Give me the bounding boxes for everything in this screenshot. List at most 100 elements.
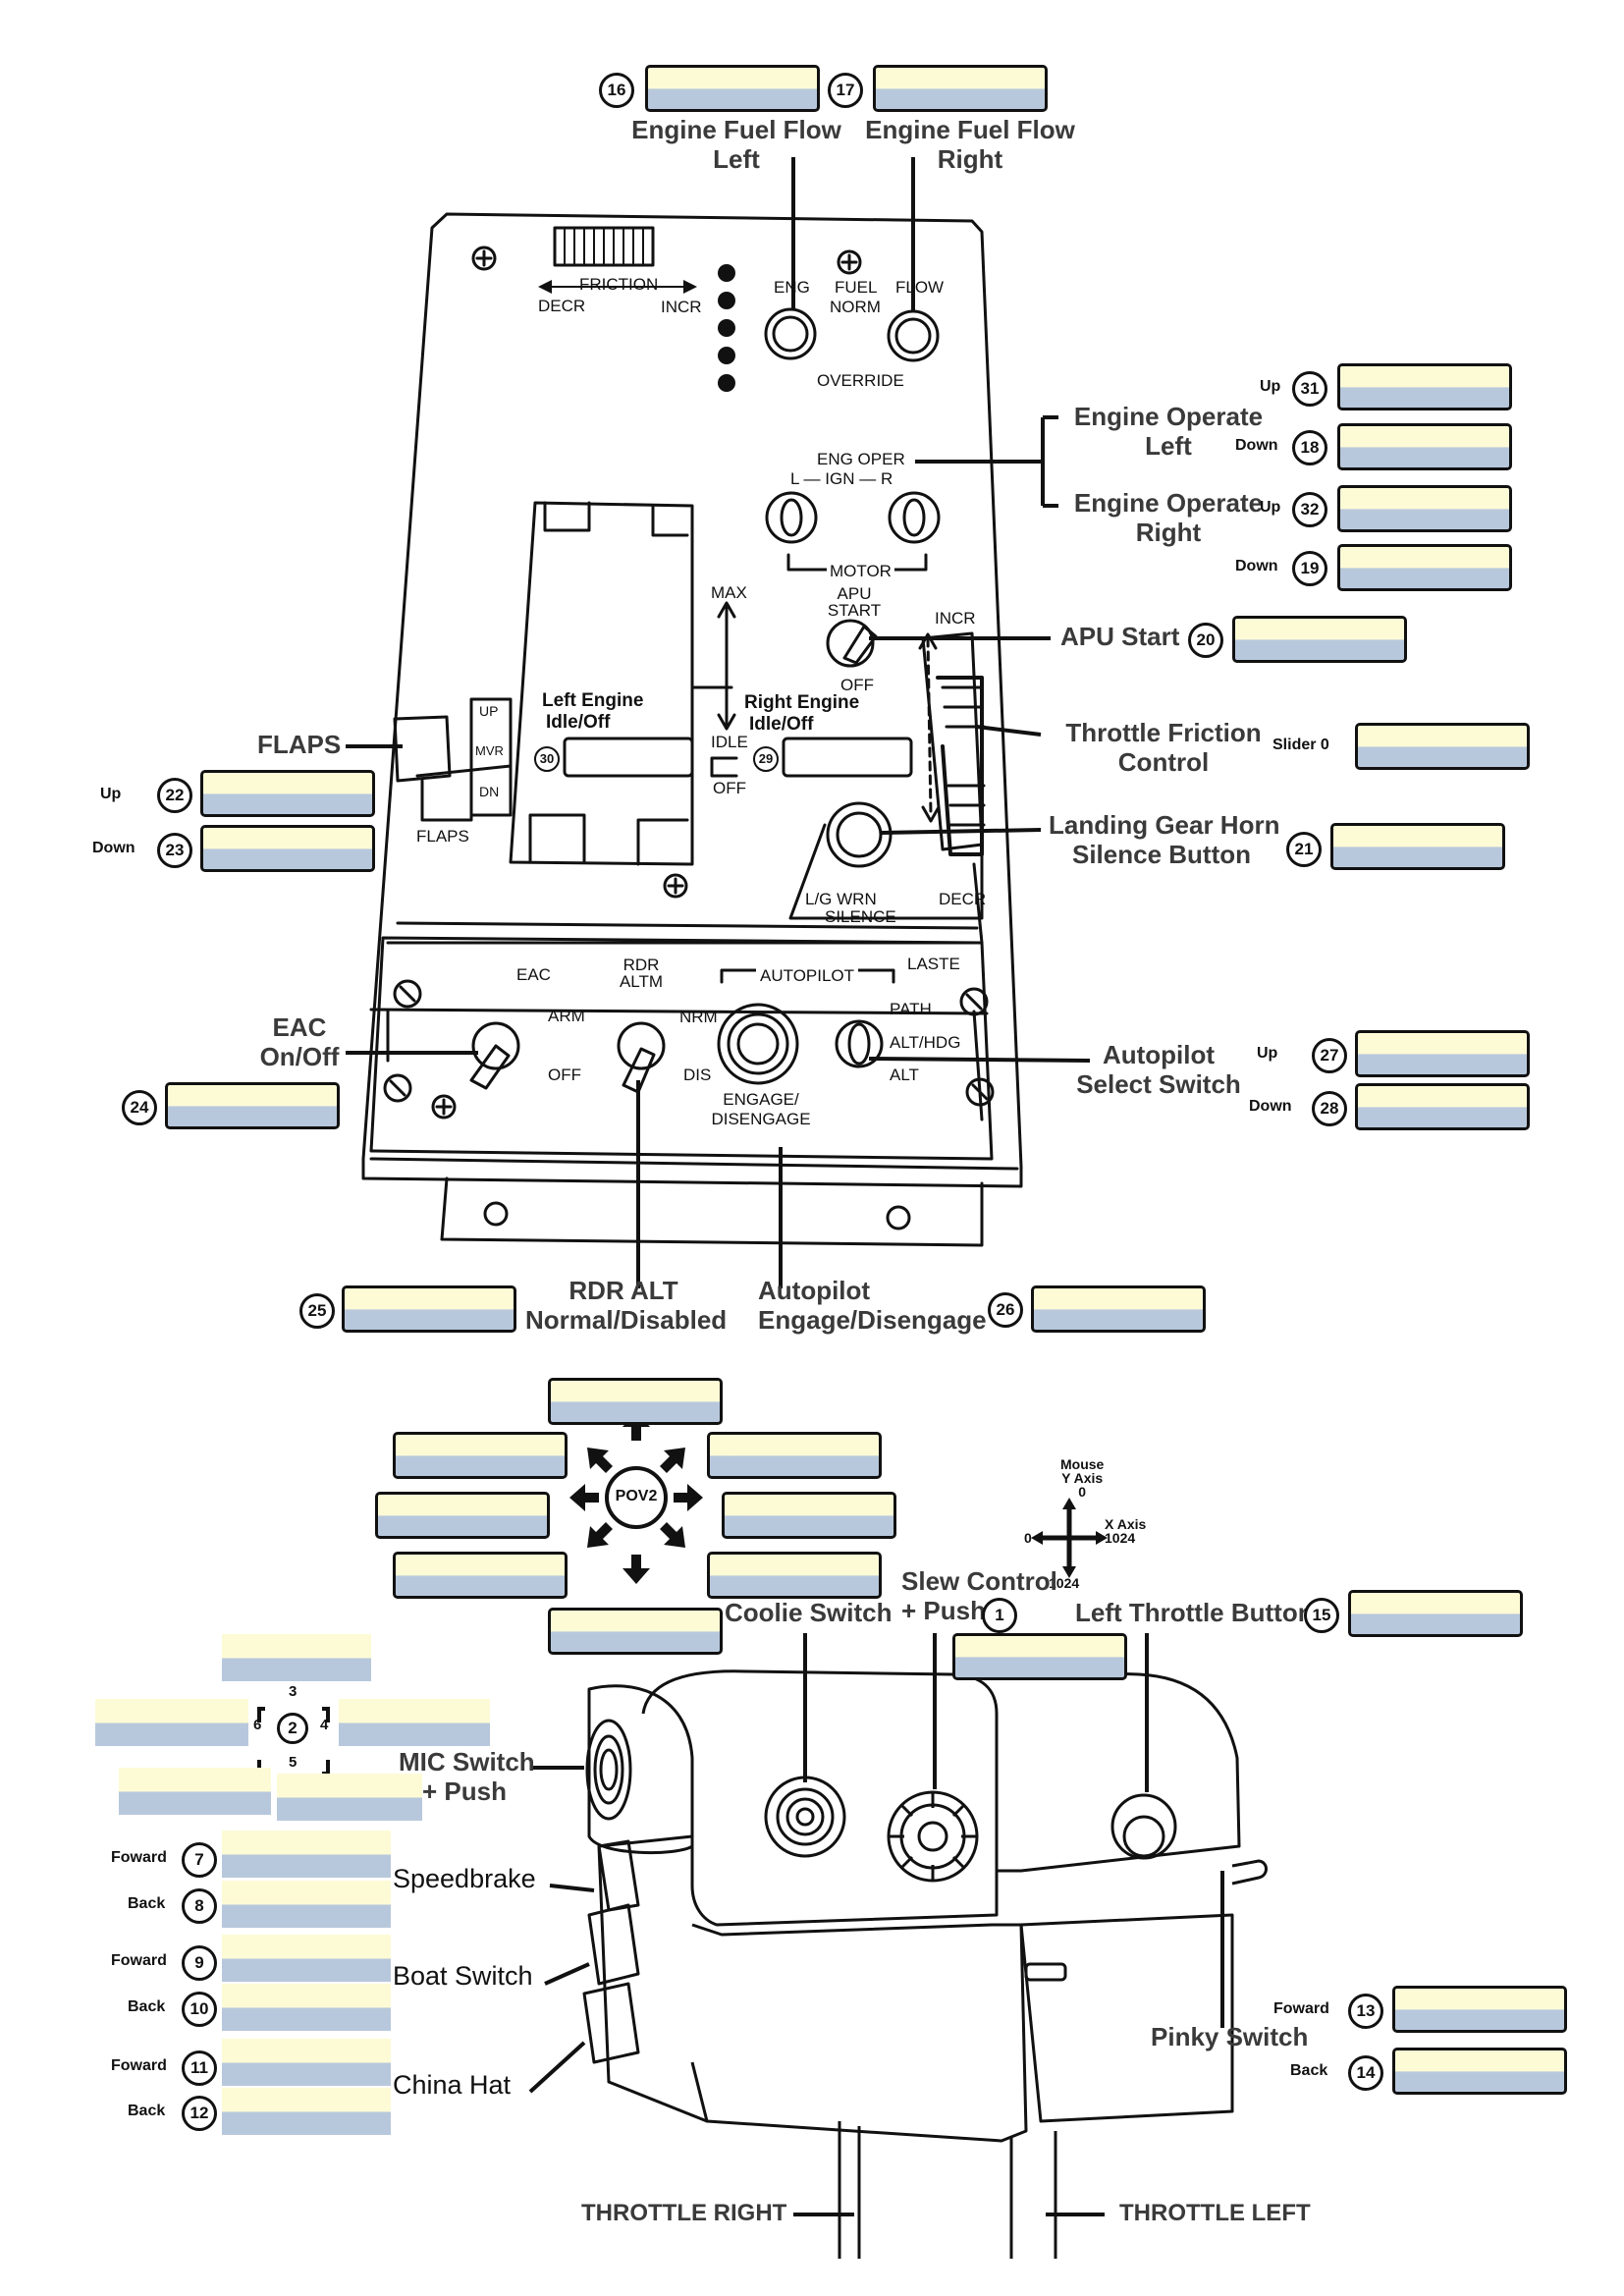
badge-12: 12: [182, 2096, 217, 2131]
panel-incr-right: INCR: [935, 609, 976, 628]
binding-slot-13[interactable]: [1392, 1986, 1567, 2033]
binding-slot-slider-0[interactable]: [1355, 723, 1530, 770]
badge-27: 27: [1312, 1038, 1347, 1073]
binding-slot-25[interactable]: [342, 1285, 516, 1333]
pov-slot-down[interactable]: [548, 1608, 723, 1655]
panel-off: OFF: [713, 779, 746, 797]
panel-incr: INCR: [661, 298, 702, 316]
label-boat-switch: Boat Switch: [393, 1961, 533, 1991]
label-slew-control: Slew Control + Push: [901, 1566, 1057, 1625]
badge-14: 14: [1348, 2055, 1383, 2091]
pov-slot-up-right[interactable]: [707, 1432, 882, 1479]
binding-slot-28[interactable]: [1355, 1083, 1530, 1130]
mic-hat-3: 3: [289, 1683, 298, 1700]
label-left-throttle-button: Left Throttle Button: [1075, 1598, 1314, 1627]
panel-motor: MOTOR: [827, 562, 894, 581]
binding-slot-27[interactable]: [1355, 1030, 1530, 1077]
badge-11: 11: [182, 2050, 217, 2086]
binding-slot-14[interactable]: [1392, 2048, 1567, 2095]
pov-slot-left[interactable]: [375, 1492, 550, 1539]
mic-slot-down[interactable]: [277, 1774, 422, 1821]
panel-eng: ENG: [774, 278, 810, 297]
binding-slot-18[interactable]: [1337, 423, 1512, 470]
panel-override: OVERRIDE: [817, 371, 904, 390]
label-apu-start: APU Start: [1060, 622, 1180, 651]
binding-slot-21[interactable]: [1330, 823, 1505, 870]
binding-slot-17[interactable]: [873, 65, 1048, 112]
binding-slot-32[interactable]: [1337, 485, 1512, 532]
dir-13: Foward: [1273, 2000, 1329, 2017]
mic-slot-left[interactable]: [95, 1699, 248, 1746]
pov-slot-up-left[interactable]: [393, 1432, 568, 1479]
panel-nrm: NRM: [679, 1008, 718, 1026]
binding-slot-26[interactable]: [1031, 1285, 1206, 1333]
binding-slot-9[interactable]: [222, 1935, 391, 1982]
binding-slot-12[interactable]: [222, 2088, 391, 2135]
binding-slot-8[interactable]: [222, 1881, 391, 1928]
dir-31: Up: [1260, 378, 1281, 395]
binding-slot-23[interactable]: [200, 825, 375, 872]
pov-slot-up[interactable]: [548, 1378, 723, 1425]
dir-23: Down: [92, 840, 135, 856]
dir-9: Foward: [111, 1952, 167, 1969]
binding-slot-31[interactable]: [1337, 363, 1512, 410]
label-engine-fuel-flow-left: Engine Fuel Flow Left: [631, 115, 841, 174]
dir-28: Down: [1249, 1098, 1292, 1115]
badge-30: 30: [534, 746, 560, 772]
pov-slot-down-left[interactable]: [393, 1552, 568, 1599]
badge-10: 10: [182, 1992, 217, 2027]
panel-lg-wrn: L/G WRN: [805, 890, 877, 908]
binding-slot-15[interactable]: [1348, 1590, 1523, 1637]
binding-slot-1[interactable]: [952, 1633, 1127, 1680]
mic-slot-down-left[interactable]: [119, 1768, 271, 1815]
pov-slot-right[interactable]: [722, 1492, 896, 1539]
label-eac: EAC On/Off: [259, 1012, 340, 1071]
mouse-x-zero: 0: [1024, 1530, 1032, 1546]
badge-32: 32: [1292, 492, 1327, 527]
dir-slider-0: Slider 0: [1272, 737, 1329, 753]
label-throttle-right: THROTTLE RIGHT: [581, 2200, 787, 2226]
binding-slot-20[interactable]: [1232, 616, 1407, 663]
panel-apu-off: OFF: [840, 676, 874, 694]
badge-26: 26: [988, 1292, 1023, 1328]
panel-flaps-dn: DN: [479, 784, 500, 799]
binding-slot-24[interactable]: [165, 1082, 340, 1129]
mic-slot-right[interactable]: [339, 1699, 490, 1746]
binding-slot-10[interactable]: [222, 1984, 391, 2031]
mic-hat-4: 4: [320, 1717, 329, 1733]
badge-28: 28: [1312, 1091, 1347, 1126]
badge-7: 7: [182, 1842, 217, 1878]
panel-eac-off: OFF: [548, 1066, 581, 1084]
panel-silence: SILENCE: [825, 907, 896, 926]
panel-norm: NORM: [830, 298, 881, 316]
binding-slot-7[interactable]: [222, 1831, 391, 1878]
panel-decr-right: DECR: [939, 890, 987, 908]
dir-14: Back: [1290, 2062, 1328, 2079]
label-autopilot-select: Autopilot Select Switch: [1076, 1040, 1241, 1099]
dir-19: Down: [1235, 558, 1278, 574]
label-throttle-left: THROTTLE LEFT: [1119, 2200, 1311, 2226]
dir-27: Up: [1257, 1045, 1278, 1062]
binding-slot-16[interactable]: [645, 65, 820, 112]
binding-slot-11[interactable]: [222, 2039, 391, 2086]
binding-slot-22[interactable]: [200, 770, 375, 817]
badge-8: 8: [182, 1888, 217, 1924]
binding-slot-19[interactable]: [1337, 544, 1512, 591]
label-rdr-alt: RDR ALT Normal/Disabled: [525, 1276, 728, 1335]
panel-autopilot: AUTOPILOT: [756, 966, 859, 986]
pov-slot-down-right[interactable]: [707, 1552, 882, 1599]
panel-flaps: FLAPS: [416, 827, 469, 846]
dir-18: Down: [1235, 437, 1278, 454]
label-autopilot-engage: Autopilot Engage/Disengage: [758, 1276, 987, 1335]
pov2-label: POV2: [615, 1488, 658, 1504]
panel-laste: LASTE: [907, 955, 960, 973]
panel-flaps-mvr: MVR: [475, 743, 504, 758]
dir-32: Up: [1260, 499, 1281, 516]
mic-hat-5: 5: [289, 1754, 298, 1771]
badge-17: 17: [828, 73, 863, 108]
mic-slot-up[interactable]: [222, 1634, 371, 1681]
mouse-x-axis-label: X Axis 1024: [1105, 1516, 1147, 1546]
panel-path: PATH: [890, 1000, 932, 1018]
